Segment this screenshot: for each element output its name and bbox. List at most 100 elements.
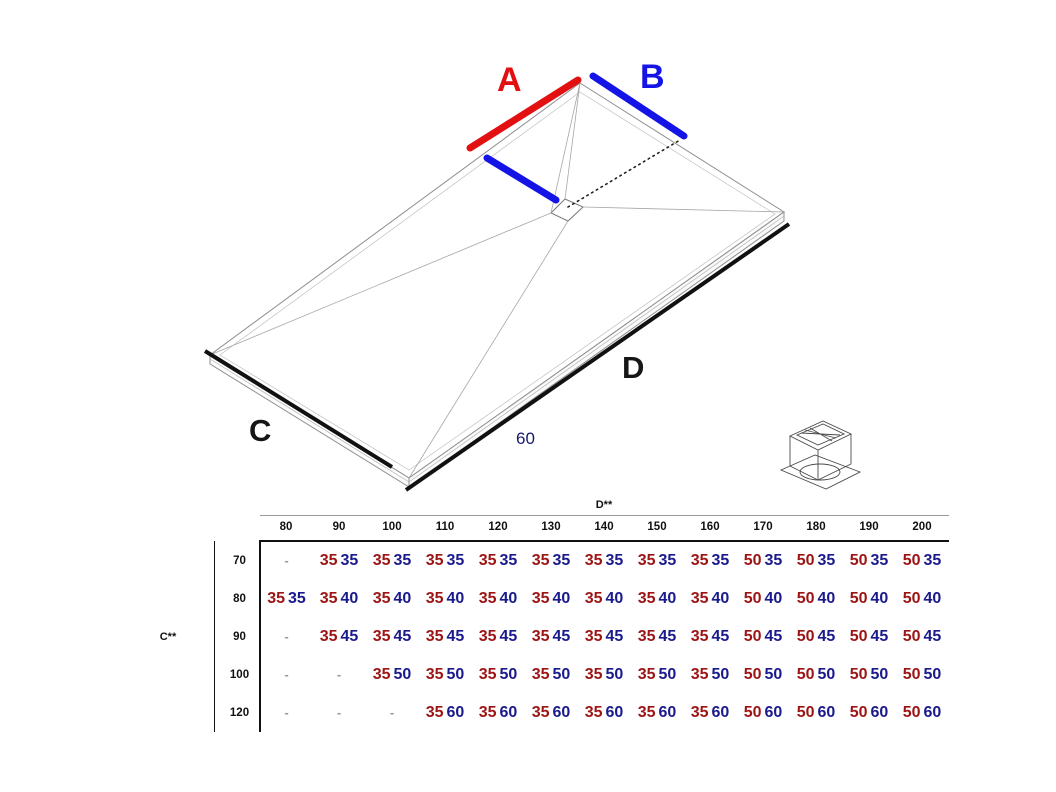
- cell-value-primary: 50: [743, 590, 762, 607]
- table-cell-r90-c80: -: [260, 618, 313, 656]
- table-cell-r70-c170: 50 35: [737, 541, 790, 580]
- column-axis-label: D**: [595, 499, 613, 511]
- table-cell-r80-c110: 35 40: [419, 580, 472, 618]
- cell-value-primary: 35: [372, 590, 391, 607]
- table-row: 90-35 45 35 45 35 45 35 45 35 45 35 45 35 45 35 45 50 45 5…: [148, 618, 949, 656]
- table-row: 100- -35 50 35 50 35 50 35 50 35 50 35 50 35 50 50 50 50 5…: [148, 656, 949, 694]
- cell-value-secondary: 50: [870, 666, 889, 683]
- cell-value-secondary: 45: [446, 628, 465, 645]
- column-header-160: 160: [700, 521, 720, 533]
- table-corner-2: [188, 497, 214, 513]
- column-header-180: 180: [806, 521, 826, 533]
- table-cell-r80-c80: 35 35: [260, 580, 313, 618]
- cell-value-primary: 35: [319, 628, 338, 645]
- table-cell-r70-c200: 50 35: [896, 541, 949, 580]
- table-cell-r100-c180: 50 50: [790, 656, 843, 694]
- table-cell-r80-c120: 35 40: [472, 580, 525, 618]
- row-header-80: 80: [213, 580, 261, 618]
- cell-value-secondary: 45: [711, 628, 730, 645]
- table-cell-r70-c150: 35 35: [631, 541, 684, 580]
- table-cell-r120-c90: -: [313, 694, 366, 732]
- column-header-110: 110: [435, 521, 455, 533]
- cell-value-secondary: 40: [393, 590, 412, 607]
- cell-empty-dash: -: [284, 553, 289, 568]
- cell-value-secondary: 50: [817, 666, 836, 683]
- cell-value-secondary: 45: [552, 628, 571, 645]
- cell-value-primary: 35: [425, 666, 444, 683]
- cell-value-secondary: 45: [605, 628, 624, 645]
- cell-value-secondary: 60: [446, 704, 465, 721]
- table-cell-r100-c90: -: [313, 656, 366, 694]
- column-header-120: 120: [488, 521, 508, 533]
- cell-value-primary: 35: [478, 628, 497, 645]
- cell-value-secondary: 45: [870, 628, 889, 645]
- table-cell-r90-c170: 50 45: [737, 618, 790, 656]
- table-column-axis-row: D**: [148, 497, 949, 513]
- cell-value-secondary: 35: [446, 552, 465, 569]
- cell-value-secondary: 60: [923, 704, 942, 721]
- cell-value-secondary: 50: [446, 666, 465, 683]
- table-cell-r90-c150: 35 45: [631, 618, 684, 656]
- cell-value-secondary: 35: [552, 552, 571, 569]
- column-header-80: 80: [279, 521, 293, 533]
- table-cell-r120-c180: 50 60: [790, 694, 843, 732]
- table-cell-r90-c180: 50 45: [790, 618, 843, 656]
- cell-value-secondary: 50: [393, 666, 412, 683]
- cell-value-primary: 35: [637, 666, 656, 683]
- table-row: 80 35 35 35 40 35 40 35 40 35 40 35 40 35 40 35 40 35 40 50…: [148, 580, 949, 618]
- cell-value-primary: 35: [690, 552, 709, 569]
- cell-value-secondary: 50: [923, 666, 942, 683]
- cell-value-primary: 35: [531, 628, 550, 645]
- table-cell-r70-c140: 35 35: [578, 541, 631, 580]
- cell-value-secondary: 60: [764, 704, 783, 721]
- column-header-100: 100: [382, 521, 402, 533]
- cell-value-secondary: 35: [711, 552, 730, 569]
- cell-value-primary: 50: [849, 628, 868, 645]
- table-cell-r70-c130: 35 35: [525, 541, 578, 580]
- cell-value-primary: 35: [425, 628, 444, 645]
- dimension-label-d: D: [622, 350, 645, 385]
- table-cell-r120-c170: 50 60: [737, 694, 790, 732]
- table-row: C** 70-35 35 35 35 35 35 35 35 35 35 35 35 35 35 35 35 50…: [148, 541, 949, 643]
- cell-value-primary: 35: [372, 628, 391, 645]
- table-corner: [148, 497, 188, 513]
- cell-value-secondary: 40: [340, 590, 359, 607]
- cell-value-primary: 35: [372, 666, 391, 683]
- cell-value-primary: 50: [796, 704, 815, 721]
- cell-value-secondary: 45: [923, 628, 942, 645]
- cell-value-primary: 35: [425, 704, 444, 721]
- table-cell-r80-c200: 50 40: [896, 580, 949, 618]
- column-header-170: 170: [753, 521, 773, 533]
- table-cell-r90-c160: 35 45: [684, 618, 737, 656]
- cell-value-secondary: 35: [340, 552, 359, 569]
- cell-value-primary: 50: [796, 552, 815, 569]
- header-spacer: [214, 516, 260, 539]
- table-cell-r100-c190: 50 50: [843, 656, 896, 694]
- table-cell-r90-c130: 35 45: [525, 618, 578, 656]
- cell-value-primary: 35: [584, 666, 603, 683]
- cell-value-secondary: 40: [658, 590, 677, 607]
- header-spacer: [188, 516, 214, 539]
- cell-value-secondary: 40: [764, 590, 783, 607]
- table-cell-r70-c80: -: [260, 541, 313, 580]
- cell-value-primary: 50: [849, 590, 868, 607]
- cell-value-secondary: 45: [658, 628, 677, 645]
- cell-value-primary: 50: [849, 704, 868, 721]
- table-cell-r90-c120: 35 45: [472, 618, 525, 656]
- cell-value-secondary: 35: [658, 552, 677, 569]
- table-cell-r80-c100: 35 40: [366, 580, 419, 618]
- cell-value-primary: 35: [478, 590, 497, 607]
- column-header-200: 200: [912, 521, 932, 533]
- cell-value-secondary: 60: [870, 704, 889, 721]
- table-cell-r120-c160: 35 60: [684, 694, 737, 732]
- cell-value-primary: 35: [637, 704, 656, 721]
- table-cell-r100-c80: -: [260, 656, 313, 694]
- table-cell-r100-c170: 50 50: [737, 656, 790, 694]
- cell-value-secondary: 60: [817, 704, 836, 721]
- cell-value-primary: 35: [584, 590, 603, 607]
- table-corner-3: [214, 497, 260, 513]
- column-header-150: 150: [647, 521, 667, 533]
- rule-line: [259, 538, 949, 542]
- column-header-130: 130: [541, 521, 561, 533]
- cell-value-secondary: 40: [552, 590, 571, 607]
